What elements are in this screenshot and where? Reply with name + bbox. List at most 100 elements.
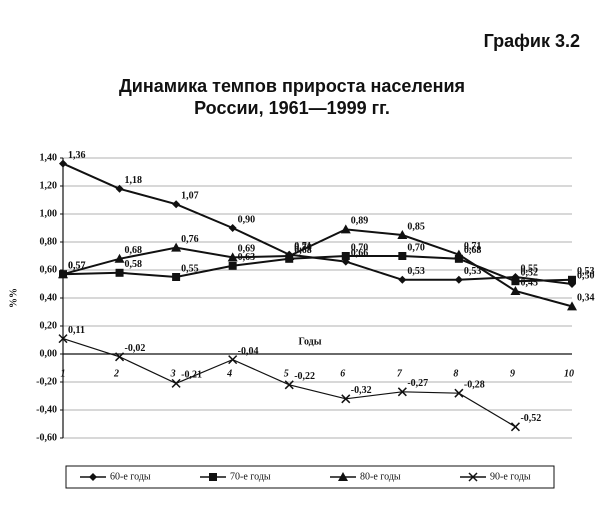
y-tick-label: -0,20: [36, 376, 57, 387]
x-tick-label: 9: [510, 368, 515, 379]
data-label: -0,02: [125, 343, 146, 354]
point: [227, 252, 238, 262]
data-label: 0,70: [351, 242, 369, 253]
point: [284, 380, 294, 390]
legend-label: 90-е годы: [490, 471, 531, 482]
point: [454, 254, 463, 263]
data-label: 0,70: [294, 242, 312, 253]
point: [115, 184, 124, 193]
data-label: 0,89: [351, 216, 369, 227]
x-tick-label: 2: [113, 368, 119, 379]
y-tick-label: 0,60: [40, 264, 58, 275]
data-label: -0,04: [238, 346, 259, 357]
point: [171, 242, 182, 252]
data-label: 0,69: [238, 244, 256, 255]
legend-marker: [89, 473, 97, 481]
data-label: 0,57: [68, 260, 86, 271]
legend-label: 70-е годы: [230, 471, 271, 482]
point: [172, 273, 181, 281]
data-label: 1,07: [181, 190, 199, 201]
data-label: -0,32: [351, 385, 372, 396]
y-tick-label: 0,80: [40, 236, 58, 247]
point: [341, 252, 350, 260]
x-tick-label: 4: [226, 368, 232, 379]
data-label: 0,90: [238, 214, 256, 225]
point: [454, 275, 463, 284]
y-tick-label: 1,40: [40, 152, 58, 163]
data-label: 0,45: [520, 277, 538, 288]
x-tick-label: 1: [61, 368, 66, 379]
point: [397, 230, 408, 239]
data-label: 0,57: [68, 260, 86, 271]
point: [453, 249, 464, 259]
chart-title: Динамика темпов прироста населения: [119, 76, 465, 96]
legend-marker: [209, 473, 217, 481]
data-label: 0,71: [464, 241, 482, 252]
point: [58, 334, 68, 344]
chart-title: России, 1961—1999 гг.: [194, 98, 390, 118]
point: [115, 352, 125, 362]
y-tick-label: 0,40: [40, 292, 58, 303]
point: [567, 301, 577, 311]
point: [341, 394, 351, 404]
data-label: 0,68: [125, 245, 143, 256]
data-label: 0,53: [407, 266, 425, 277]
point: [511, 277, 520, 286]
data-label: 0,70: [407, 242, 425, 253]
data-label: -0,22: [294, 371, 315, 382]
point: [114, 253, 125, 263]
data-label: 1,18: [125, 175, 143, 186]
x-tick-label: 6: [340, 368, 345, 379]
point: [398, 252, 407, 260]
point: [568, 275, 576, 284]
data-label: 0,50: [577, 270, 595, 281]
point: [510, 422, 520, 432]
x-tick-label: 3: [170, 368, 176, 379]
point: [228, 355, 238, 365]
data-label: -0,28: [464, 379, 485, 390]
point: [59, 159, 67, 168]
point: [228, 261, 237, 270]
legend-box: [65, 465, 555, 489]
data-label: 0,52: [520, 267, 538, 278]
legend-marker: [468, 472, 478, 482]
data-label: 0,85: [407, 221, 425, 232]
data-label: 0,71: [294, 241, 312, 252]
point: [398, 275, 407, 284]
data-label: 1,36: [68, 150, 86, 161]
header: График 3.2: [484, 31, 580, 51]
series-line: [62, 255, 573, 283]
point: [397, 387, 407, 397]
point: [284, 251, 295, 260]
point: [58, 269, 68, 279]
legend-label: 60-е годы: [110, 471, 151, 482]
data-label: 0,55: [520, 263, 538, 274]
point: [228, 224, 237, 232]
data-label: 0,68: [464, 245, 482, 256]
y-tick-label: 1,00: [40, 208, 58, 219]
data-label: 0,11: [68, 325, 85, 336]
y-axis-label: %%: [8, 288, 19, 308]
x-tick-label: 7: [397, 368, 403, 379]
legend-label: 80-е годы: [360, 471, 401, 482]
data-label: 0,58: [125, 259, 143, 270]
data-label: 0,66: [351, 248, 369, 259]
x-tick-label: 5: [284, 368, 289, 379]
y-tick-label: 1,20: [40, 180, 58, 191]
data-label: -0,21: [181, 370, 202, 381]
data-label: 0,34: [577, 293, 595, 304]
y-tick-label: -0,40: [36, 404, 57, 415]
x-tick-label: 8: [453, 368, 458, 379]
legend-marker: [338, 472, 348, 481]
data-label: -0,27: [407, 378, 428, 389]
x-tick-label: 10: [564, 368, 574, 379]
series-line: [62, 228, 573, 308]
point: [171, 378, 181, 388]
point: [115, 268, 124, 277]
point: [454, 388, 464, 398]
data-label: 0,53: [464, 266, 482, 277]
y-tick-label: 0,20: [40, 320, 58, 331]
y-tick-label: -0,60: [36, 432, 57, 443]
data-label: 0,76: [181, 234, 199, 245]
